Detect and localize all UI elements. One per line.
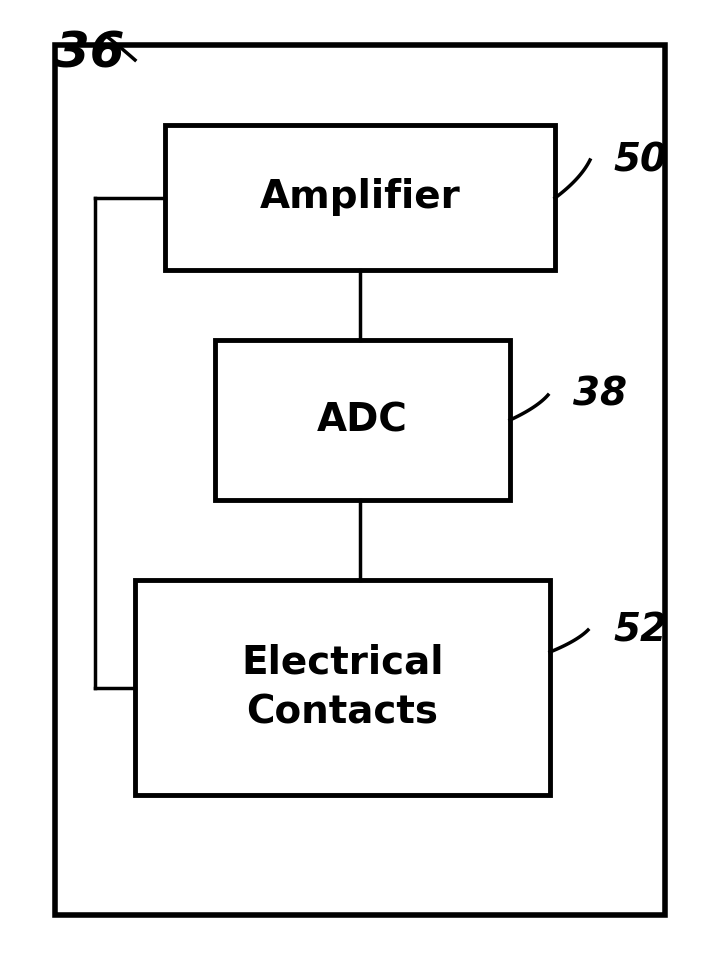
- Text: 38: 38: [573, 376, 627, 414]
- FancyBboxPatch shape: [215, 340, 510, 500]
- Text: ADC: ADC: [317, 401, 408, 439]
- FancyBboxPatch shape: [55, 45, 665, 915]
- Text: 52: 52: [613, 611, 667, 649]
- Text: Amplifier: Amplifier: [259, 179, 460, 217]
- Text: Electrical
Contacts: Electrical Contacts: [241, 643, 443, 732]
- FancyBboxPatch shape: [135, 580, 550, 795]
- FancyBboxPatch shape: [165, 125, 555, 270]
- Text: 36: 36: [55, 30, 125, 78]
- Text: 50: 50: [613, 141, 667, 179]
